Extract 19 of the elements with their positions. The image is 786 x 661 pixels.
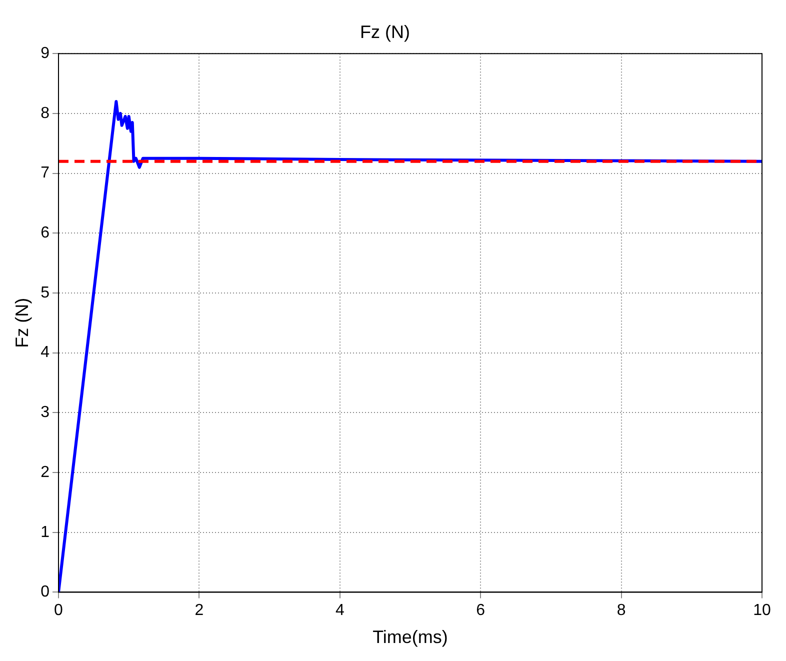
x-tick-label: 4 xyxy=(335,602,344,620)
y-tick-label: 5 xyxy=(40,284,50,302)
y-tick-label: 4 xyxy=(40,344,50,362)
y-tick-label: 2 xyxy=(40,464,50,481)
y-tick-label: 9 xyxy=(40,45,50,62)
y-tick-label: 6 xyxy=(40,224,50,242)
y-tick-label: 7 xyxy=(40,164,50,182)
chart-title: Fz (N) xyxy=(360,22,410,42)
x-tick-label: 8 xyxy=(616,602,626,620)
y-tick-label: 3 xyxy=(40,404,50,422)
y-axis-title: Fz (N) xyxy=(12,298,32,348)
y-tick-label: 1 xyxy=(40,524,50,541)
y-tick-label: 8 xyxy=(40,104,50,122)
x-axis-title: Time(ms) xyxy=(372,627,448,648)
x-tick-label: 2 xyxy=(194,602,204,620)
x-tick-label: 0 xyxy=(54,602,64,620)
x-tick-label: 10 xyxy=(753,602,771,620)
y-tick-label: 0 xyxy=(40,584,50,601)
x-tick-label: 6 xyxy=(476,602,486,620)
